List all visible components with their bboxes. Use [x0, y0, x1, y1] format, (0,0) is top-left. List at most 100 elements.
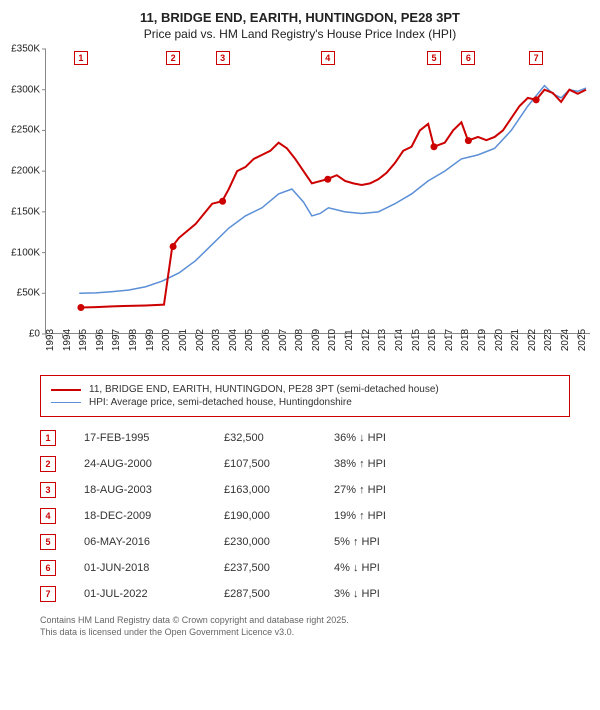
sale-date: 18-AUG-2003: [84, 484, 224, 496]
sales-table: 1 17-FEB-1995£32,50036% ↓ HPI 2 24-AUG-2000…: [40, 425, 570, 607]
chart-marker: 1: [74, 51, 88, 65]
y-tick-label: £300K: [0, 84, 40, 95]
x-tick-label: 2001: [178, 329, 189, 351]
x-tick-label: 2010: [327, 329, 338, 351]
chart-marker: 7: [529, 51, 543, 65]
sale-marker-number: 5: [40, 534, 56, 550]
x-tick-label: 2017: [444, 329, 455, 351]
sale-row: 2 24-AUG-2000£107,50038% ↑ HPI: [40, 451, 570, 477]
sale-price: £230,000: [224, 536, 334, 548]
x-tick-label: 2011: [344, 329, 355, 351]
sale-marker-number: 6: [40, 560, 56, 576]
y-tick-label: £100K: [0, 247, 40, 258]
legend-box: 11, BRIDGE END, EARITH, HUNTINGDON, PE28…: [40, 375, 570, 417]
sale-date: 17-FEB-1995: [84, 432, 224, 444]
sale-price: £287,500: [224, 588, 334, 600]
footer-text: Contains HM Land Registry data © Crown c…: [40, 615, 590, 638]
x-tick-label: 2025: [577, 329, 588, 351]
sale-delta: 38% ↑ HPI: [334, 458, 434, 470]
plot-region: 1 2 3 4 5 6 7: [45, 49, 590, 334]
x-tick-label: 2022: [527, 329, 538, 351]
sale-delta: 5% ↑ HPI: [334, 536, 434, 548]
x-tick-label: 2002: [195, 329, 206, 351]
y-tick-label: £200K: [0, 166, 40, 177]
footer-line-2: This data is licensed under the Open Gov…: [40, 627, 590, 639]
sale-marker-number: 4: [40, 508, 56, 524]
y-tick-label: £250K: [0, 125, 40, 136]
x-tick-label: 2018: [460, 329, 471, 351]
chart-area: £0£50K£100K£150K£200K£250K£300K£350K 123…: [40, 49, 600, 369]
x-tick-label: 1999: [145, 329, 156, 351]
x-tick-label: 1996: [95, 329, 106, 351]
sale-date: 24-AUG-2000: [84, 458, 224, 470]
sale-delta: 36% ↓ HPI: [334, 432, 434, 444]
legend-row: 11, BRIDGE END, EARITH, HUNTINGDON, PE28…: [51, 384, 559, 395]
y-tick-label: £350K: [0, 44, 40, 55]
y-tick-label: £50K: [0, 288, 40, 299]
x-tick-label: 2013: [377, 329, 388, 351]
chart-marker: 5: [427, 51, 441, 65]
x-tick-label: 2024: [560, 329, 571, 351]
sale-delta: 4% ↓ HPI: [334, 562, 434, 574]
sale-row: 3 18-AUG-2003£163,00027% ↑ HPI: [40, 477, 570, 503]
sale-price: £163,000: [224, 484, 334, 496]
sale-row: 7 01-JUL-2022£287,5003% ↓ HPI: [40, 581, 570, 607]
x-tick-label: 2020: [494, 329, 505, 351]
chart-marker: 4: [321, 51, 335, 65]
x-tick-label: 2003: [211, 329, 222, 351]
chart-marker: 3: [216, 51, 230, 65]
sale-delta: 27% ↑ HPI: [334, 484, 434, 496]
sale-marker-number: 1: [40, 430, 56, 446]
page-title: 11, BRIDGE END, EARITH, HUNTINGDON, PE28…: [10, 10, 590, 25]
x-tick-label: 2008: [294, 329, 305, 351]
legend-swatch: [51, 402, 81, 403]
x-tick-label: 2019: [477, 329, 488, 351]
sale-marker-number: 7: [40, 586, 56, 602]
x-tick-label: 2015: [411, 329, 422, 351]
chart-svg: [46, 49, 590, 333]
x-tick-label: 2021: [510, 329, 521, 351]
x-tick-label: 1993: [45, 329, 56, 351]
x-tick-label: 2014: [394, 329, 405, 351]
sale-row: 6 01-JUN-2018£237,5004% ↓ HPI: [40, 555, 570, 581]
sale-price: £32,500: [224, 432, 334, 444]
x-tick-label: 2016: [427, 329, 438, 351]
sale-price: £237,500: [224, 562, 334, 574]
sale-date: 18-DEC-2009: [84, 510, 224, 522]
sale-row: 1 17-FEB-1995£32,50036% ↓ HPI: [40, 425, 570, 451]
sale-date: 01-JUN-2018: [84, 562, 224, 574]
chart-marker: 6: [461, 51, 475, 65]
x-tick-label: 1994: [62, 329, 73, 351]
page-subtitle: Price paid vs. HM Land Registry's House …: [10, 27, 590, 41]
sale-date: 06-MAY-2016: [84, 536, 224, 548]
x-tick-label: 1995: [78, 329, 89, 351]
x-tick-label: 2000: [161, 329, 172, 351]
legend-swatch: [51, 389, 81, 391]
sale-price: £190,000: [224, 510, 334, 522]
sale-row: 5 06-MAY-2016£230,0005% ↑ HPI: [40, 529, 570, 555]
page-container: 11, BRIDGE END, EARITH, HUNTINGDON, PE28…: [0, 0, 600, 643]
x-tick-label: 2004: [228, 329, 239, 351]
x-tick-label: 2007: [278, 329, 289, 351]
y-tick-label: £0: [0, 329, 40, 340]
x-tick-label: 2005: [244, 329, 255, 351]
sale-marker-number: 2: [40, 456, 56, 472]
legend-row: HPI: Average price, semi-detached house,…: [51, 397, 559, 408]
x-tick-label: 1997: [111, 329, 122, 351]
chart-marker: 2: [166, 51, 180, 65]
sale-delta: 19% ↑ HPI: [334, 510, 434, 522]
y-tick-label: £150K: [0, 206, 40, 217]
x-tick-label: 2023: [543, 329, 554, 351]
legend-label: HPI: Average price, semi-detached house,…: [89, 397, 352, 408]
sale-date: 01-JUL-2022: [84, 588, 224, 600]
sale-delta: 3% ↓ HPI: [334, 588, 434, 600]
sale-marker-number: 3: [40, 482, 56, 498]
x-tick-label: 1998: [128, 329, 139, 351]
legend-label: 11, BRIDGE END, EARITH, HUNTINGDON, PE28…: [89, 384, 439, 395]
sale-row: 4 18-DEC-2009£190,00019% ↑ HPI: [40, 503, 570, 529]
x-tick-label: 2012: [361, 329, 372, 351]
x-tick-label: 2006: [261, 329, 272, 351]
x-tick-label: 2009: [311, 329, 322, 351]
sale-price: £107,500: [224, 458, 334, 470]
footer-line-1: Contains HM Land Registry data © Crown c…: [40, 615, 590, 627]
